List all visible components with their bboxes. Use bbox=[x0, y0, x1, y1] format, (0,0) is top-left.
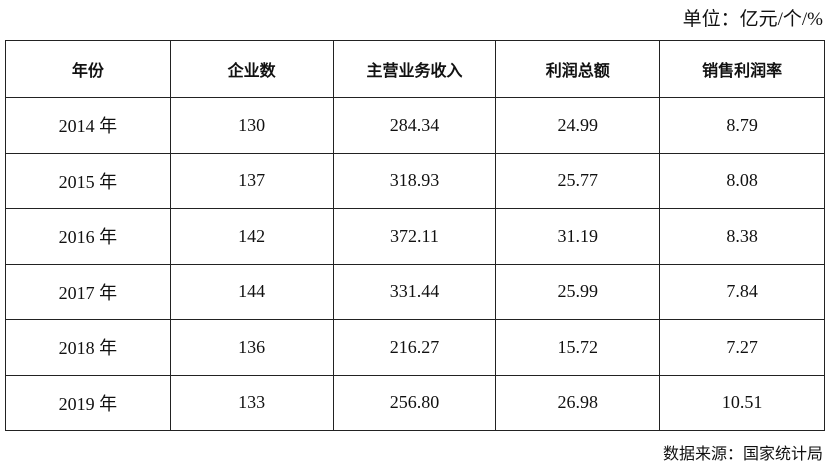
table-cell: 137 bbox=[169, 152, 334, 209]
table-cell: 8.08 bbox=[659, 152, 825, 209]
table-cell: 331.44 bbox=[332, 263, 497, 320]
table-cell: 142 bbox=[169, 208, 334, 265]
table-cell: 8.38 bbox=[659, 208, 825, 265]
column-header: 企业数 bbox=[169, 40, 334, 98]
table-cell: 10.51 bbox=[659, 374, 825, 431]
table-cell: 7.27 bbox=[659, 319, 825, 376]
table-cell: 26.98 bbox=[495, 374, 661, 431]
table-cell: 25.77 bbox=[495, 152, 661, 209]
column-header: 利润总额 bbox=[495, 40, 661, 98]
table-header-row: 年份 企业数 主营业务收入 利润总额 销售利润率 bbox=[5, 40, 825, 98]
data-source: 数据来源：国家统计局 bbox=[662, 446, 823, 463]
table-cell: 2014 年 bbox=[5, 97, 171, 154]
table-cell: 372.11 bbox=[332, 208, 497, 265]
table-cell: 318.93 bbox=[332, 152, 497, 209]
table-cell: 24.99 bbox=[495, 97, 661, 154]
table-cell: 133 bbox=[169, 374, 334, 431]
table-row: 2018 年 136 216.27 15.72 7.27 bbox=[5, 319, 825, 376]
column-header: 年份 bbox=[5, 40, 171, 98]
unit-label: 单位：亿元/个/% bbox=[682, 9, 823, 30]
column-header: 销售利润率 bbox=[659, 40, 825, 98]
table-cell: 256.80 bbox=[332, 374, 497, 431]
table-cell: 2015 年 bbox=[5, 152, 171, 209]
table-cell: 15.72 bbox=[495, 319, 661, 376]
table-cell: 31.19 bbox=[495, 208, 661, 265]
table-row: 2014 年 130 284.34 24.99 8.79 bbox=[5, 97, 825, 154]
column-header: 主营业务收入 bbox=[332, 40, 497, 98]
table-cell: 2016 年 bbox=[5, 208, 171, 265]
table-cell: 130 bbox=[169, 97, 334, 154]
table-cell: 216.27 bbox=[332, 319, 497, 376]
table-cell: 7.84 bbox=[659, 263, 825, 320]
table-cell: 2018 年 bbox=[5, 319, 171, 376]
table-cell: 136 bbox=[169, 319, 334, 376]
table-cell: 25.99 bbox=[495, 263, 661, 320]
table-row: 2015 年 137 318.93 25.77 8.08 bbox=[5, 152, 825, 209]
table-row: 2019 年 133 256.80 26.98 10.51 bbox=[5, 374, 825, 431]
table-cell: 144 bbox=[169, 263, 334, 320]
table-cell: 284.34 bbox=[332, 97, 497, 154]
table-cell: 8.79 bbox=[659, 97, 825, 154]
data-table: 年份 企业数 主营业务收入 利润总额 销售利润率 2014 年 130 284.34 24.9… bbox=[5, 40, 825, 431]
table-cell: 2017 年 bbox=[5, 263, 171, 320]
table-row: 2017 年 144 331.44 25.99 7.84 bbox=[5, 263, 825, 320]
table-row: 2016 年 142 372.11 31.19 8.38 bbox=[5, 208, 825, 265]
table-cell: 2019 年 bbox=[5, 374, 171, 431]
